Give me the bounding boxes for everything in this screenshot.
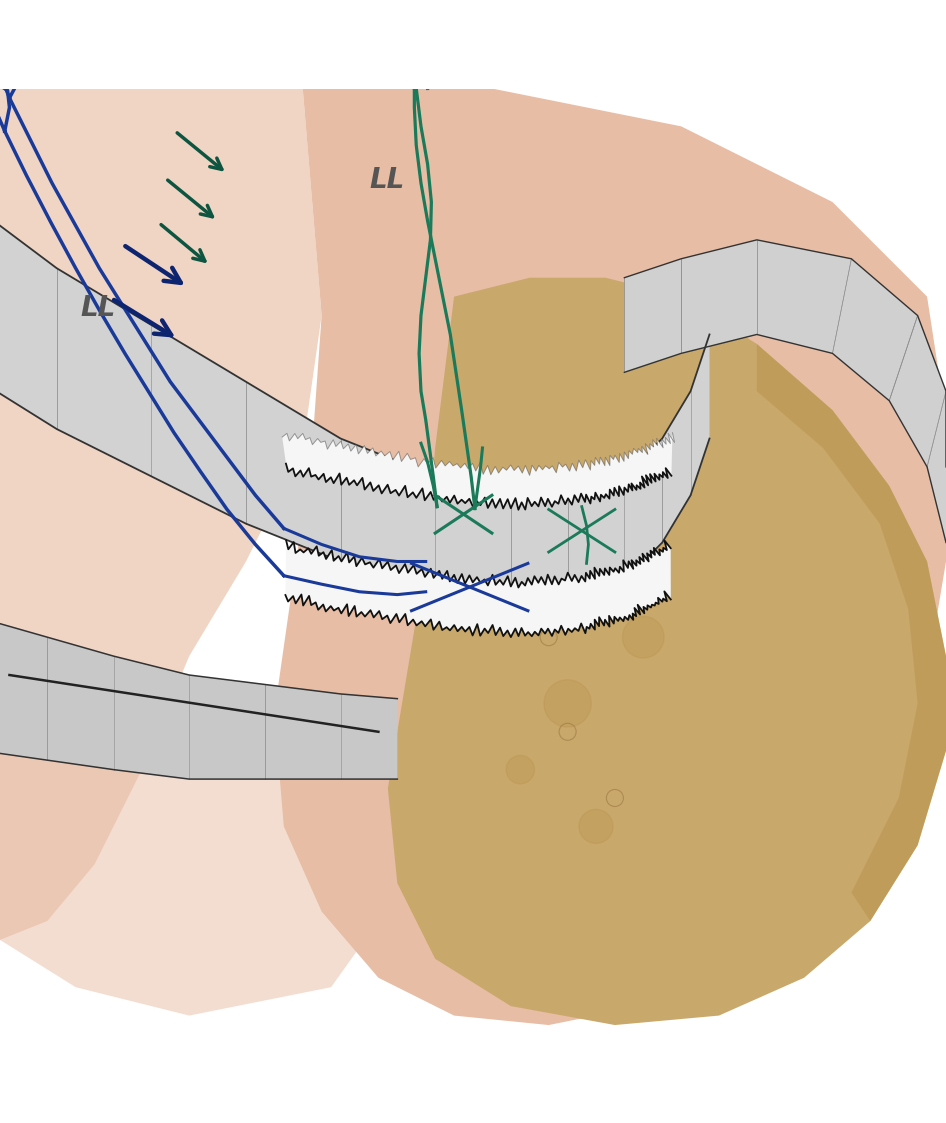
Polygon shape — [0, 619, 397, 779]
Polygon shape — [624, 240, 946, 542]
Polygon shape — [286, 540, 671, 637]
Polygon shape — [0, 211, 710, 600]
Polygon shape — [544, 679, 591, 727]
Polygon shape — [274, 89, 946, 1025]
Polygon shape — [579, 810, 613, 843]
Polygon shape — [506, 756, 534, 784]
Text: LL: LL — [80, 293, 115, 321]
Polygon shape — [0, 675, 397, 1015]
Polygon shape — [282, 432, 674, 510]
Polygon shape — [622, 617, 664, 658]
Polygon shape — [388, 277, 946, 1025]
Polygon shape — [0, 89, 322, 940]
Polygon shape — [757, 344, 946, 921]
Text: LL: LL — [369, 166, 404, 194]
